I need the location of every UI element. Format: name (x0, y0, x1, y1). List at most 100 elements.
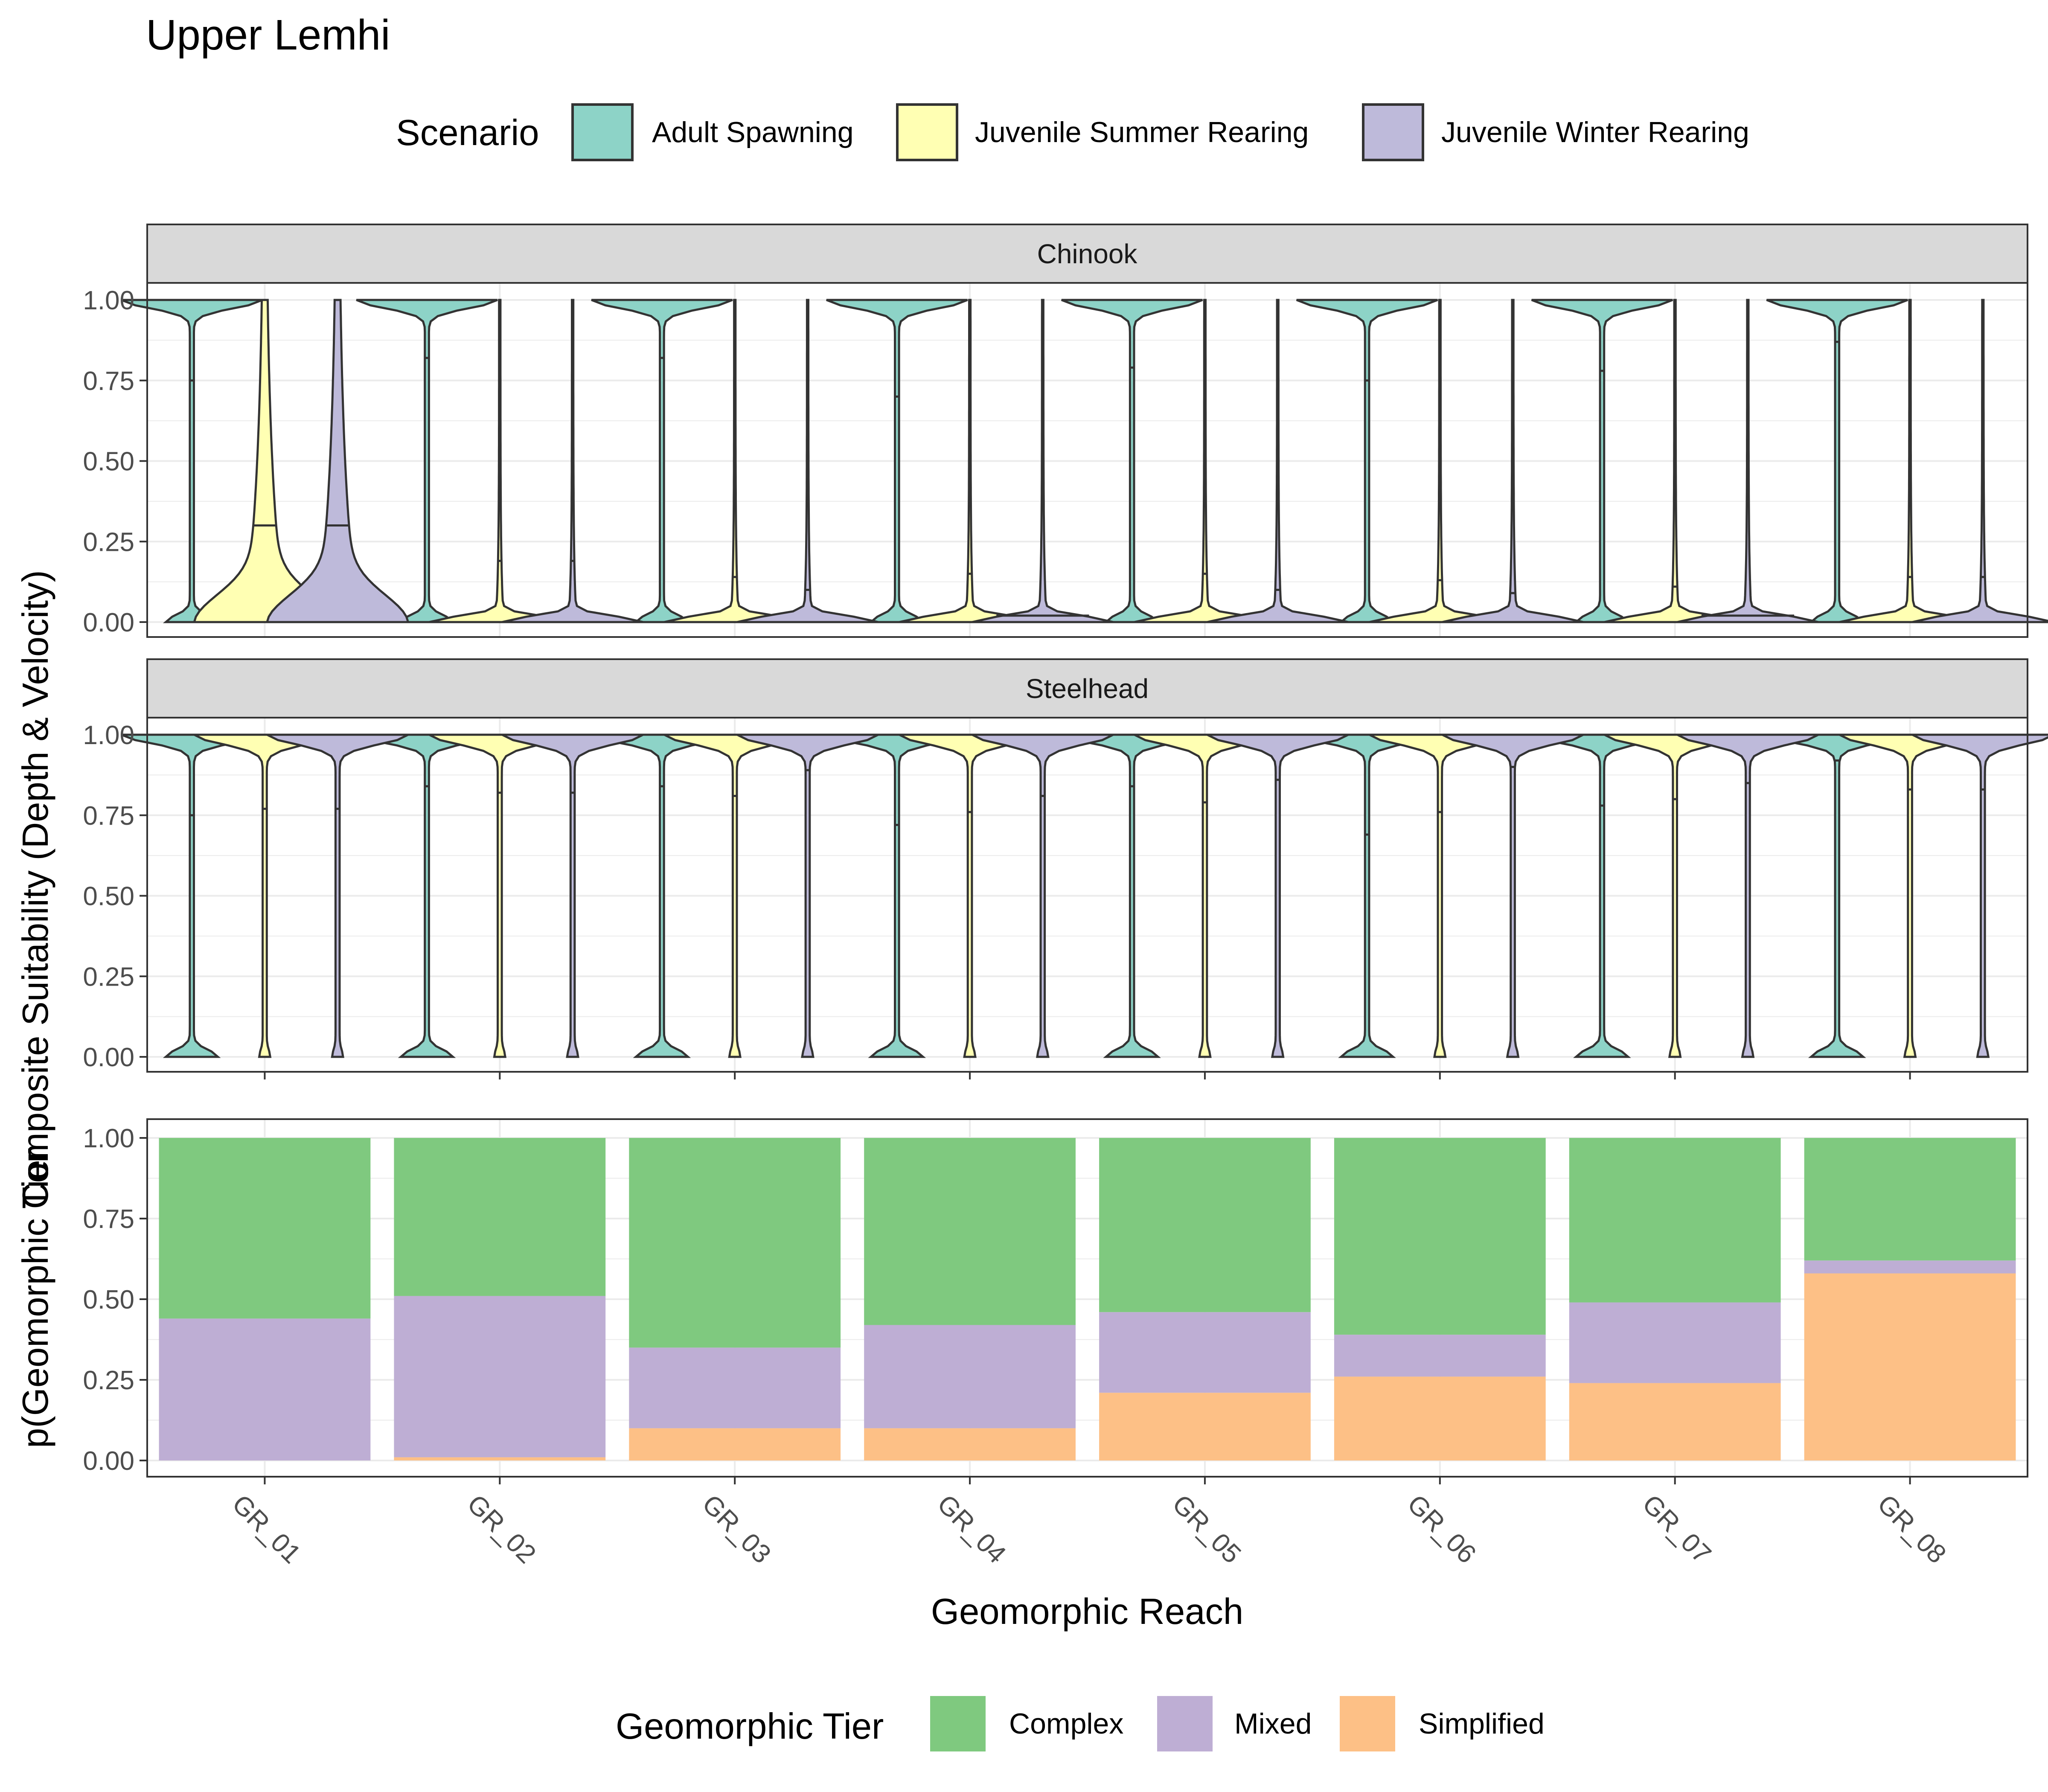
plot-border-steelhead (146, 717, 2028, 1073)
violins-steelhead (121, 733, 2048, 1058)
violin-juvenile-summer-rearing-gr-05 (1134, 733, 1276, 1058)
panel-tier: 0.000.250.500.751.00 GR_01 GR_02 GR_03 GR_0… (83, 1118, 2028, 1569)
violin-juvenile-winter-rearing-gr-02 (501, 733, 644, 1058)
tier-legend-title: Geomorphic Tier (616, 1706, 884, 1747)
legend-label-simplified: Simplified (1419, 1708, 1545, 1740)
bar-complex-gr-07 (1569, 1138, 1781, 1303)
y-axis-steelhead: 0.00 0.25 0.50 0.75 1.00 (83, 721, 147, 1072)
x-axis-tier: GR_01 GR_02 GR_03 GR_04 GR_05 GR_06 GR_07 GR_08 (227, 1477, 1952, 1569)
violin-juvenile-summer-rearing-gr-07 (1604, 299, 1746, 623)
violin-juvenile-winter-rearing-gr-04 (972, 299, 1114, 623)
violin-adult-spawning-gr-02 (356, 299, 498, 623)
violin-juvenile-summer-rearing-gr-01 (194, 733, 336, 1058)
bar-mixed-gr-02 (394, 1296, 606, 1457)
y-tick-label: 0.25 (83, 1366, 134, 1395)
violin-juvenile-winter-rearing-gr-06 (1442, 733, 1584, 1058)
violin-adult-spawning-gr-06 (1296, 299, 1438, 623)
plot-border-chinook (146, 282, 2028, 638)
violin-juvenile-winter-rearing-gr-07 (1677, 733, 1819, 1058)
bar-simplified-gr-03 (629, 1428, 841, 1460)
bar-mixed-gr-06 (1334, 1335, 1546, 1377)
bar-mixed-gr-03 (629, 1347, 841, 1428)
scenario-legend: Scenario Adult Spawning Juvenile Summer … (396, 103, 1749, 161)
strip-label-steelhead: Steelhead (1026, 673, 1149, 704)
scenario-legend-title: Scenario (396, 113, 539, 153)
strip-chinook (146, 224, 2028, 284)
legend-key-complex (930, 1696, 986, 1751)
bar-complex-gr-04 (864, 1138, 1076, 1325)
violin-juvenile-winter-rearing-gr-04 (972, 733, 1114, 1058)
legend-key-juvenile-summer (896, 103, 958, 161)
violin-adult-spawning-gr-07 (1531, 299, 1673, 623)
y-tick-label: 1.00 (83, 286, 134, 315)
violin-juvenile-summer-rearing-gr-05 (1134, 299, 1276, 623)
bar-complex-gr-06 (1334, 1138, 1546, 1335)
bar-simplified-gr-05 (1099, 1393, 1311, 1460)
violin-juvenile-winter-rearing-gr-07 (1677, 299, 1819, 623)
x-tick-label: GR_06 (1402, 1489, 1482, 1569)
violin-juvenile-winter-rearing-gr-01 (265, 299, 410, 623)
y-tick-label: 0.25 (83, 962, 134, 992)
violin-juvenile-winter-rearing-gr-01 (266, 733, 409, 1058)
legend-label-adult-spawning: Adult Spawning (652, 116, 854, 148)
violins-chinook (121, 299, 2048, 623)
y-tick-label: 0.00 (83, 1446, 134, 1476)
violin-juvenile-summer-rearing-gr-02 (428, 733, 571, 1058)
bar-complex-gr-05 (1099, 1138, 1311, 1312)
y-tick-label: 1.00 (83, 721, 134, 750)
legend-key-mixed (1157, 1696, 1213, 1751)
y-axis-title-bottom: p(Geomorphic Tier (15, 1148, 56, 1448)
violin-juvenile-summer-rearing-gr-08 (1839, 299, 1981, 623)
violin-juvenile-summer-rearing-gr-06 (1369, 299, 1511, 623)
violin-juvenile-summer-rearing-gr-02 (429, 299, 571, 623)
bar-complex-gr-02 (394, 1138, 606, 1296)
legend-label-juvenile-summer: Juvenile Summer Rearing (975, 116, 1309, 148)
violin-juvenile-winter-rearing-gr-08 (1912, 299, 2048, 623)
bar-mixed-gr-07 (1569, 1302, 1781, 1383)
y-tick-label: 0.75 (83, 367, 134, 396)
x-tick-label: GR_01 (227, 1489, 307, 1569)
violin-juvenile-summer-rearing-gr-06 (1369, 733, 1511, 1058)
bar-complex-gr-03 (629, 1138, 841, 1348)
bars-tier (159, 1138, 2016, 1460)
violin-adult-spawning-gr-03 (591, 299, 733, 623)
violin-juvenile-winter-rearing-gr-06 (1442, 299, 1584, 623)
violin-juvenile-summer-rearing-gr-01 (192, 299, 337, 623)
panel-steelhead: Steelhead 0.00 0.25 0.50 0.75 1.00 (83, 658, 2048, 1079)
bar-simplified-gr-06 (1334, 1376, 1546, 1460)
violin-adult-spawning-gr-01 (121, 299, 263, 623)
y-axis-chinook: 0.00 0.25 0.50 0.75 1.00 (83, 286, 147, 637)
violin-juvenile-summer-rearing-gr-04 (899, 299, 1041, 623)
x-tick-label: GR_07 (1637, 1489, 1717, 1569)
y-axis-tier: 0.00 0.25 0.50 0.75 1.00 (83, 1124, 147, 1476)
y-tick-label: 0.50 (83, 882, 134, 911)
bar-simplified-gr-04 (864, 1428, 1076, 1460)
x-ticks-steelhead (264, 1072, 1911, 1079)
bar-simplified-gr-07 (1569, 1383, 1781, 1460)
bar-mixed-gr-08 (1804, 1260, 2016, 1274)
bar-mixed-gr-04 (864, 1325, 1076, 1428)
y-tick-label: 0.75 (83, 1204, 134, 1234)
y-tick-label: 0.50 (83, 1285, 134, 1315)
strip-steelhead (146, 658, 2028, 719)
bar-complex-gr-01 (159, 1138, 371, 1319)
bar-mixed-gr-01 (159, 1318, 371, 1460)
violin-juvenile-summer-rearing-gr-03 (663, 733, 806, 1058)
violin-juvenile-winter-rearing-gr-05 (1207, 733, 1349, 1058)
x-tick-label: GR_08 (1872, 1489, 1952, 1569)
y-axis-title-top: Composite Suitability (Depth & Velocity) (15, 570, 56, 1209)
violin-adult-spawning-gr-01 (121, 733, 263, 1058)
plot-bg-chinook (147, 283, 2028, 637)
legend-label-complex: Complex (1009, 1708, 1123, 1740)
violin-juvenile-summer-rearing-gr-04 (899, 733, 1041, 1058)
legend-label-juvenile-winter: Juvenile Winter Rearing (1441, 116, 1749, 148)
plot-bg-steelhead (147, 718, 2028, 1072)
violin-juvenile-summer-rearing-gr-03 (664, 299, 806, 623)
bar-mixed-gr-05 (1099, 1312, 1311, 1393)
violin-adult-spawning-gr-08 (1766, 299, 1908, 623)
strip-label-chinook: Chinook (1037, 239, 1138, 269)
legend-label-mixed: Mixed (1234, 1708, 1312, 1740)
y-tick-label: 0.75 (83, 801, 134, 831)
x-tick-label: GR_05 (1167, 1489, 1247, 1569)
